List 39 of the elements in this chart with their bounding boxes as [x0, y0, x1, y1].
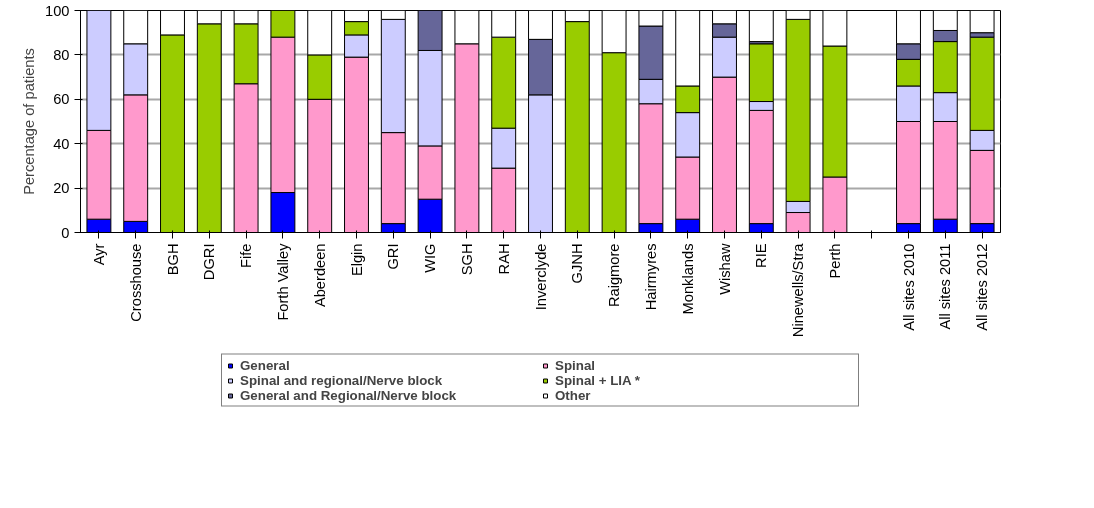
y-tick-label: 100: [45, 2, 70, 19]
x-tick-label: GRI: [385, 243, 402, 270]
x-tick-label: Elgin: [348, 243, 365, 277]
y-tick-label: 80: [53, 46, 70, 63]
x-tick-label: Aberdeen: [311, 243, 328, 308]
x-tick-label: WIG: [422, 243, 439, 273]
x-tick-label: All sites 2012: [974, 243, 991, 331]
x-tick-label: Raigmore: [606, 243, 623, 308]
y-tick-label: 20: [53, 180, 70, 197]
x-tick-label: RIE: [753, 243, 770, 268]
x-tick-label: BGH: [164, 243, 181, 276]
x-tick-label: All sites 2011: [937, 243, 954, 330]
x-tick-label: Wishaw: [716, 243, 733, 295]
x-tick-label: Hairmyres: [642, 243, 659, 311]
x-tick-label: Perth: [826, 243, 843, 279]
x-tick-label: Forth Valley: [274, 242, 291, 321]
x-tick-label: Monklands: [679, 243, 696, 315]
legend-label: General: [240, 357, 291, 373]
x-tick-label: Inverclyde: [532, 243, 549, 311]
legend-label: Spinal + LIA *: [555, 372, 642, 388]
y-tick-label: 0: [61, 224, 70, 241]
bar: [748, 10, 774, 43]
x-tick-label: All sites 2010: [900, 243, 917, 331]
x-tick-label: DGRI: [201, 243, 218, 281]
legend-label: Spinal and regional/Nerve block: [240, 372, 444, 388]
y-tick-label: 40: [53, 135, 70, 152]
y-axis-title: Percentage of patients: [21, 48, 38, 195]
legend-label: Other: [555, 387, 591, 403]
x-tick-label: Crosshouse: [127, 243, 144, 322]
x-tick-label: Ninewells/Stra: [790, 242, 807, 338]
legend-label: Spinal: [555, 357, 596, 373]
x-tick-label: RAH: [495, 243, 512, 275]
x-tick-label: GJNH: [569, 243, 586, 284]
bar: [969, 10, 995, 34]
legend-label: General and Regional/Nerve block: [240, 387, 458, 403]
y-tick-label: 60: [53, 91, 70, 108]
x-tick-label: Fife: [238, 243, 255, 268]
x-tick-label: SGH: [458, 243, 475, 276]
x-tick-label: Ayr: [90, 243, 107, 266]
